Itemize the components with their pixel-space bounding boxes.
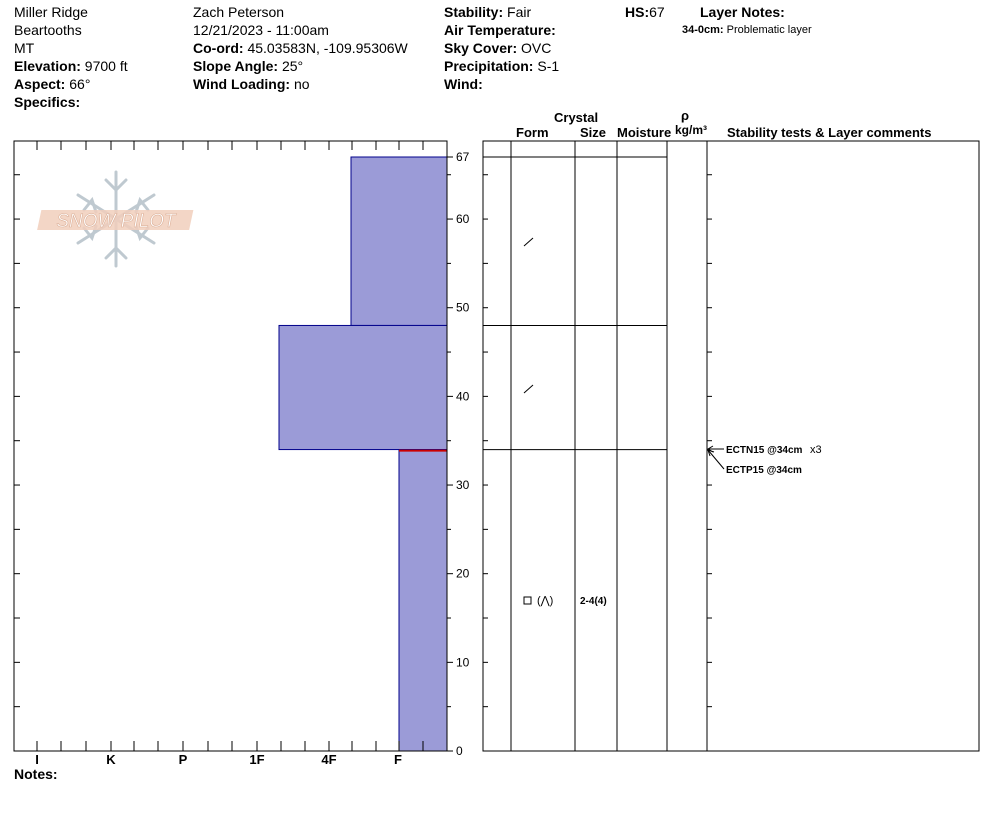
hs-field: HS:67 xyxy=(625,4,665,20)
stability-test-count: x3 xyxy=(810,444,822,456)
hardness-tick-label: 4F xyxy=(321,752,336,767)
logo-text: SNOW PILOT xyxy=(56,211,177,232)
notes-label: Notes: xyxy=(14,766,58,782)
hardness-tick-label: I xyxy=(35,752,39,767)
hardness-tick-label: K xyxy=(106,752,116,767)
observation-datetime: 12/21/2023 - 11:00am xyxy=(193,22,329,38)
decomposing-fragments-symbol xyxy=(523,237,534,247)
depth-tick-label: 30 xyxy=(456,478,470,492)
stability-test-result: ECTN15 @34cm xyxy=(726,445,803,456)
stability-comments-header: Stability tests & Layer comments xyxy=(727,125,932,140)
column-dividers xyxy=(510,141,708,751)
stability-field: Stability: Fair xyxy=(444,4,532,20)
depth-tick-label: 20 xyxy=(456,567,470,581)
layer-table-ticks xyxy=(483,174,712,708)
hardness-axis-ticks xyxy=(14,141,424,751)
hardness-tick-label: P xyxy=(179,752,188,767)
air-temperature-field: Air Temperature: xyxy=(444,22,556,38)
depth-tick-label: 67 xyxy=(456,150,470,164)
form-header: Form xyxy=(516,125,549,140)
snow-pilot-logo: SNOW PILOT xyxy=(37,170,194,268)
depth-tick-label: 60 xyxy=(456,212,470,226)
observer-name: Zach Peterson xyxy=(193,4,285,20)
depth-tick-label: 50 xyxy=(456,301,470,315)
depth-axis: 0 10 20 30 40 50 60 67 xyxy=(447,150,470,758)
hardness-profile xyxy=(278,156,448,752)
elevation-field: Elevation: 9700 ft xyxy=(14,58,128,74)
stability-test-pointers xyxy=(707,445,725,470)
size-header: Size xyxy=(580,125,607,140)
hardness-bar xyxy=(278,324,448,451)
coordinates-field: Co-ord: 45.03583N, -109.95306W xyxy=(193,40,408,56)
location-name: Miller Ridge xyxy=(14,4,88,20)
slope-angle-field: Slope Angle: 25° xyxy=(193,58,304,74)
faceted-crystal-symbol xyxy=(523,596,532,605)
hardness-labels: I K P 1F 4F F xyxy=(35,752,402,767)
layer-boundaries xyxy=(483,156,667,451)
hardness-frame xyxy=(13,140,448,752)
hardness-tick-label: F xyxy=(394,752,402,767)
wind-field: Wind: xyxy=(444,76,483,92)
hardness-tick-label: 1F xyxy=(249,752,264,767)
decomposing-fragments-symbol xyxy=(523,384,534,394)
layer-note: 34-0cm: Problematic layer xyxy=(682,24,812,36)
grain-size-value: 2-4(4) xyxy=(580,596,607,607)
rho-header: ρ xyxy=(681,108,690,123)
hardness-bar xyxy=(350,156,448,326)
depth-tick-label: 0 xyxy=(456,744,463,758)
density-unit-header: kg/m³ xyxy=(675,123,708,137)
wind-loading-field: Wind Loading: no xyxy=(193,76,310,92)
state-name: MT xyxy=(14,40,35,56)
stability-test-result: ECTP15 @34cm xyxy=(726,465,802,476)
depth-hoar-symbol: (⋀) xyxy=(537,595,553,607)
specifics-field: Specifics: xyxy=(14,94,81,110)
crystal-header: Crystal xyxy=(554,110,599,125)
sky-cover-field: Sky Cover: OVC xyxy=(444,40,552,56)
depth-tick-label: 40 xyxy=(456,389,470,403)
layer-table-frame xyxy=(482,140,980,752)
range-name: Beartooths xyxy=(14,22,82,38)
aspect-field: Aspect: 66° xyxy=(14,76,91,92)
precipitation-field: Precipitation: S-1 xyxy=(444,58,560,74)
depth-tick-label: 10 xyxy=(456,655,470,669)
moisture-header: Moisture xyxy=(617,125,672,140)
layer-notes-title: Layer Notes: xyxy=(700,4,785,20)
hardness-bar xyxy=(398,449,448,752)
